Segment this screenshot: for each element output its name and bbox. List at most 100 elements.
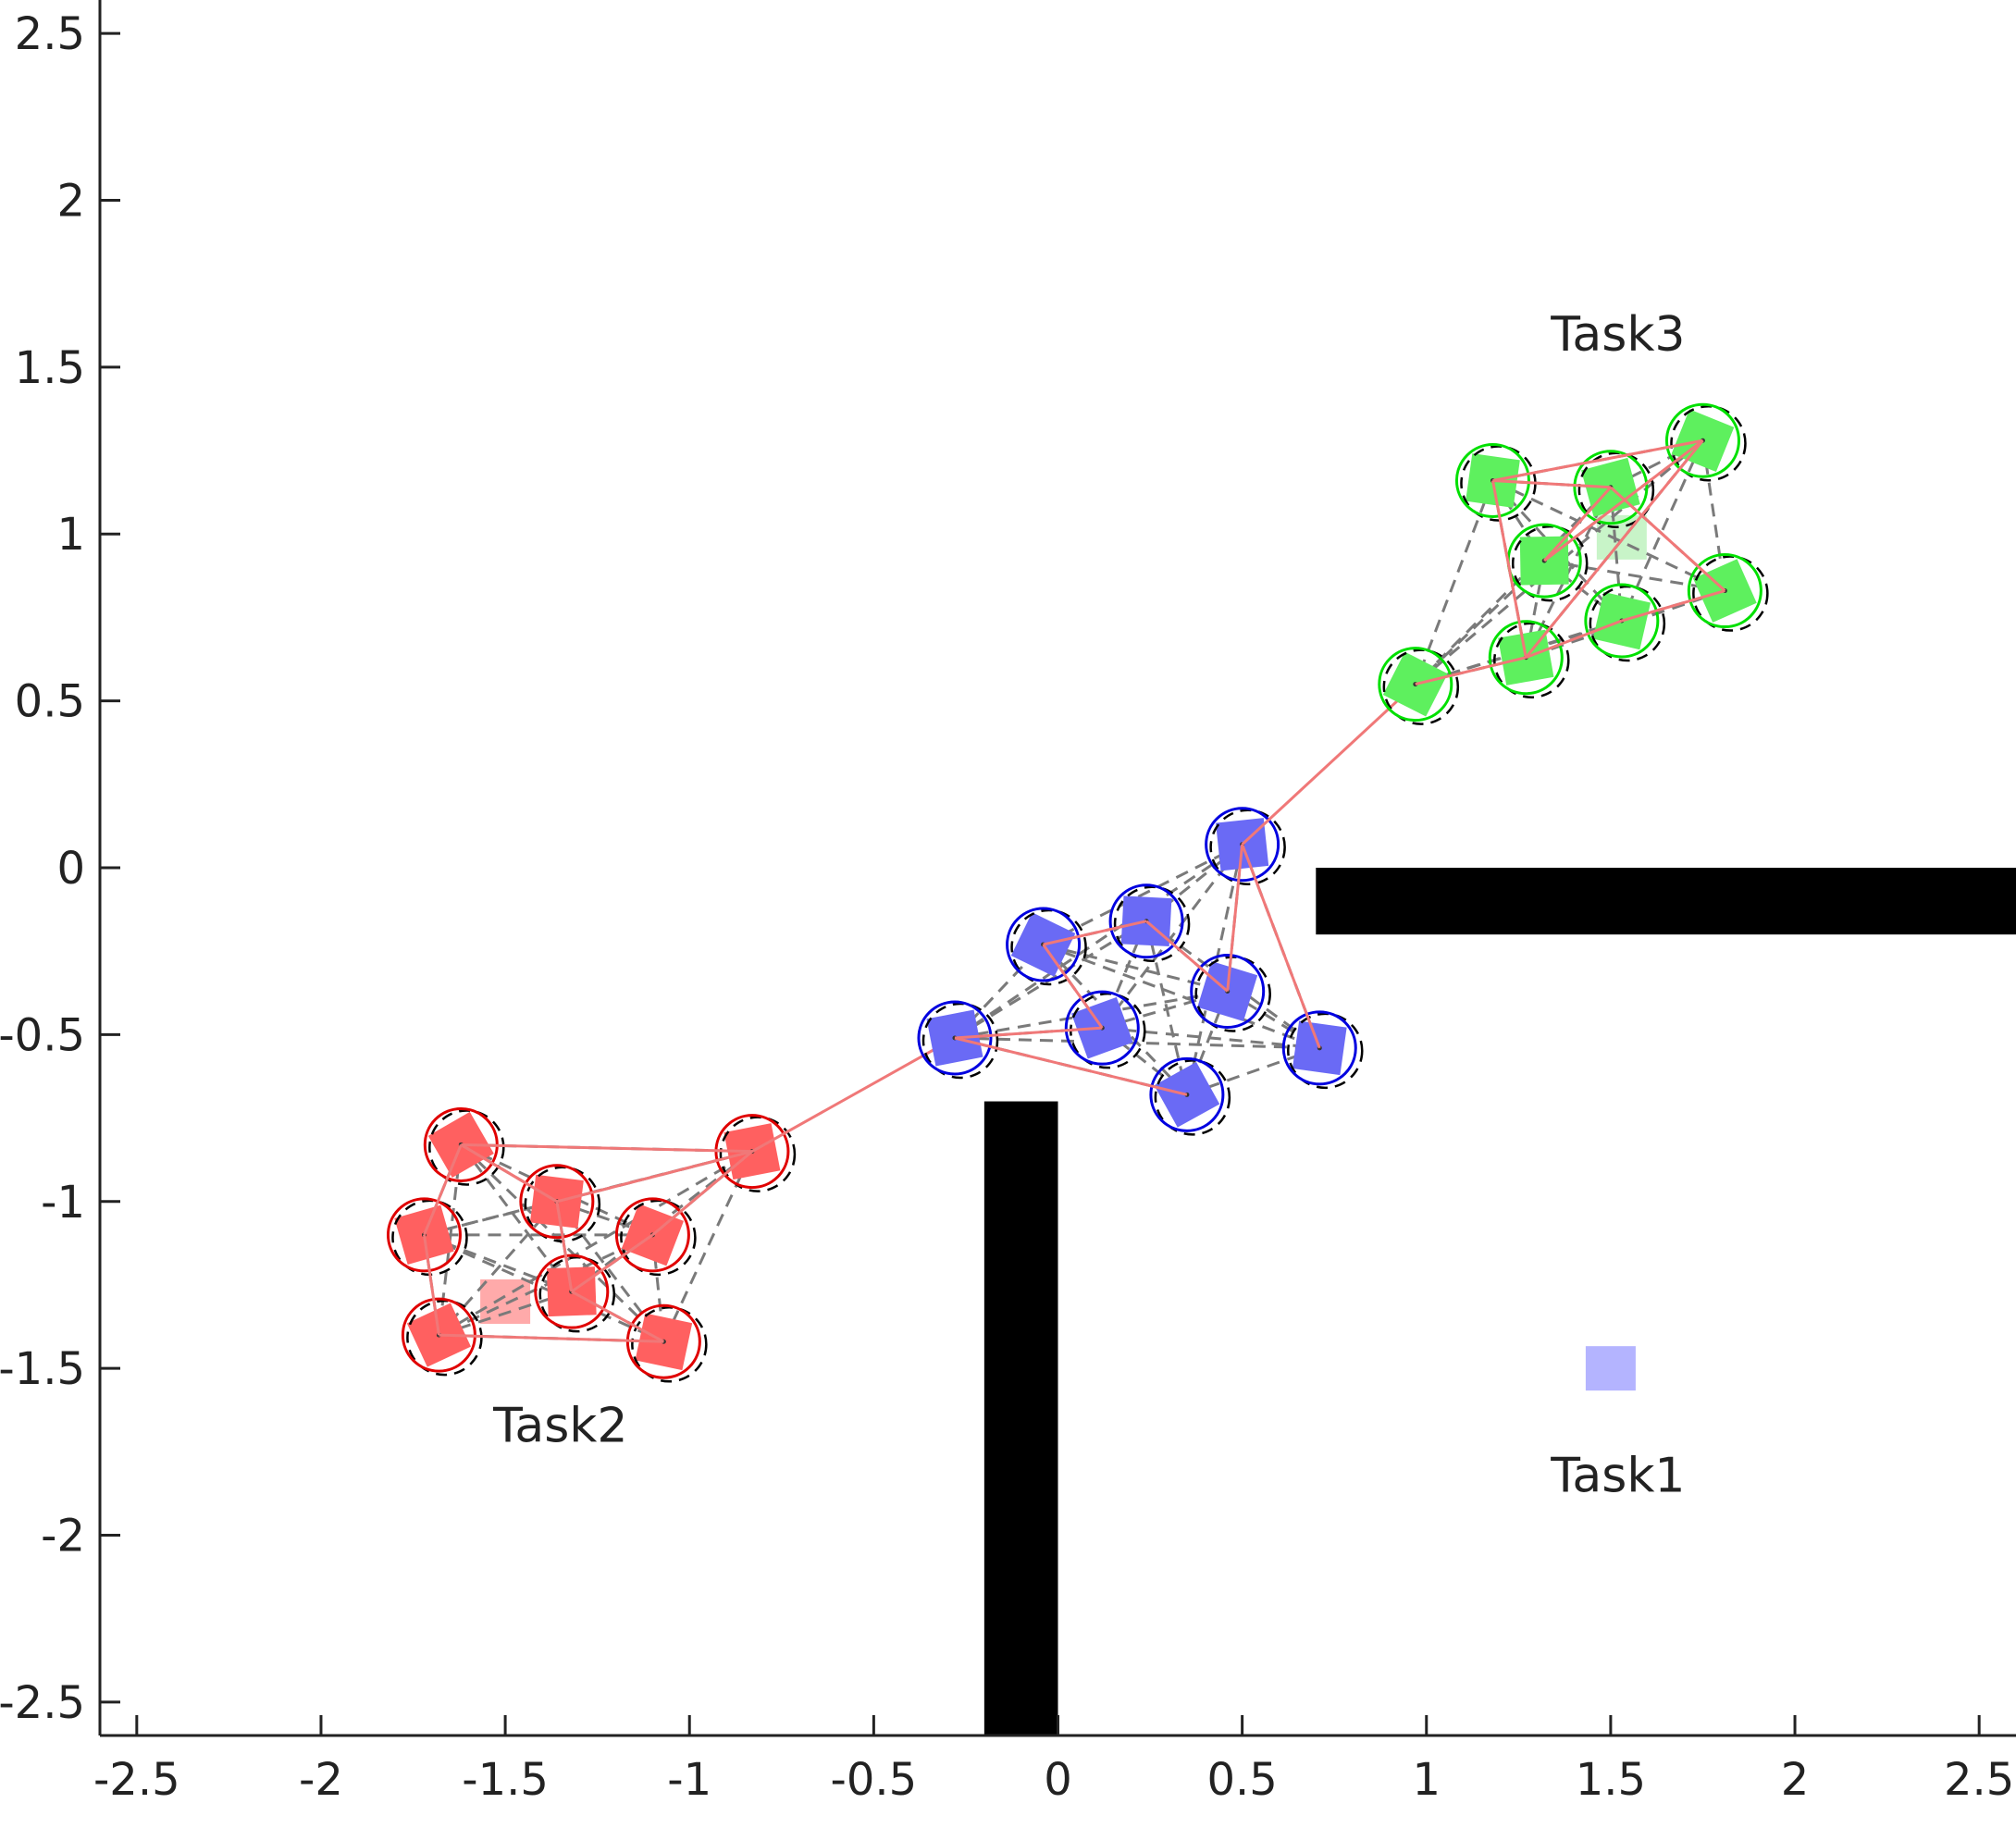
agent-circle — [1454, 443, 1530, 519]
path-link — [1543, 439, 1704, 562]
path-link — [423, 1143, 463, 1236]
agent-circle — [386, 1197, 462, 1273]
comm-link — [556, 1200, 653, 1237]
x-tick-label: -2.5 — [93, 1754, 180, 1806]
x-ticks: -2.5 -2 -1.5 -1 -0.5 0 0.5 1 1.5 2 2.5 — [93, 1715, 2014, 1806]
x-tick-label: 1.5 — [1576, 1754, 1646, 1806]
predicted-circle — [428, 1109, 505, 1186]
y-tick-label: 2 — [56, 175, 85, 227]
task-label: Task1 — [1550, 1449, 1685, 1504]
agent-circle — [1687, 553, 1762, 629]
predicted-circle — [1511, 525, 1589, 602]
x-tick-label: -0.5 — [831, 1754, 918, 1806]
predicted-circle — [1692, 555, 1769, 632]
comm-link — [1620, 439, 1704, 622]
x-tick-label: -1.5 — [462, 1754, 549, 1806]
y-tick-label: -0.5 — [0, 1009, 85, 1061]
path-link — [1621, 589, 1725, 623]
comm-link — [438, 1200, 558, 1337]
path-link — [1525, 619, 1623, 660]
agent-circle — [1584, 583, 1660, 659]
predicted-circle — [1589, 585, 1666, 662]
target-marker — [1585, 1346, 1636, 1391]
x-tick-label: 2 — [1781, 1754, 1810, 1806]
agent-circle — [1149, 1056, 1225, 1132]
y-tick-label: 1 — [56, 509, 85, 561]
comm-link — [954, 843, 1243, 1040]
agent-circle — [1006, 907, 1082, 982]
path-link — [1226, 844, 1244, 992]
predicted-circle — [620, 1199, 697, 1277]
obstacle-wall — [983, 1101, 1058, 1735]
agent-groups — [386, 402, 1769, 1391]
obstacles — [983, 868, 2016, 1735]
agent-circle — [1573, 450, 1649, 525]
comm-link — [1043, 943, 1320, 1050]
predicted-circle — [921, 1002, 999, 1080]
group-task2 — [386, 1036, 956, 1383]
agent-circle — [1064, 990, 1140, 1066]
predicted-circle — [1194, 956, 1271, 1032]
task-labels: Task2 Task1 Task3 — [492, 307, 1685, 1504]
path-link — [1492, 438, 1703, 482]
predicted-circle — [1113, 885, 1191, 962]
comm-link — [438, 1233, 654, 1337]
comm-link — [1101, 843, 1243, 1030]
bridge-link — [751, 1036, 956, 1153]
y-tick-label: 2.5 — [15, 8, 85, 60]
x-tick-label: -2 — [299, 1754, 343, 1806]
path-link — [1415, 656, 1527, 686]
comm-link — [1414, 479, 1494, 686]
path-link — [422, 1234, 440, 1336]
agent-circle — [1190, 953, 1266, 1029]
y-tick-label: -1 — [41, 1177, 85, 1229]
path-link — [460, 1143, 558, 1204]
agent-circle — [1108, 883, 1184, 959]
x-tick-label: -1 — [667, 1754, 711, 1806]
path-link — [954, 1036, 1188, 1096]
path-link — [571, 1290, 665, 1343]
comm-link — [662, 1151, 754, 1342]
agent-circle — [1488, 620, 1564, 696]
path-link — [1241, 844, 1321, 1049]
group-task1 — [917, 683, 1636, 1391]
comm-link — [1543, 559, 1725, 593]
y-tick-label: 0 — [56, 843, 85, 895]
y-tick-label: -2.5 — [0, 1677, 85, 1729]
agent-circle — [1664, 402, 1740, 478]
path-link — [1492, 479, 1611, 489]
path-link — [555, 1201, 574, 1292]
path-link — [556, 1150, 753, 1204]
comm-link — [423, 1233, 664, 1343]
agent-circle — [534, 1254, 610, 1329]
predicted-circle — [538, 1255, 616, 1333]
agent-circle — [1281, 1010, 1357, 1086]
predicted-circle — [1577, 451, 1655, 528]
agent-circle — [519, 1164, 595, 1240]
path-link — [1525, 439, 1704, 659]
path-link — [1042, 944, 1104, 1030]
path-link — [954, 1026, 1103, 1040]
predicted-circle — [1154, 1059, 1231, 1136]
path-link — [1543, 486, 1613, 562]
comm-link — [1042, 943, 1188, 1096]
y-tick-label: -1.5 — [0, 1343, 85, 1395]
comm-link — [1524, 560, 1546, 658]
bridge-link — [1241, 683, 1416, 846]
comm-link — [1491, 479, 1546, 562]
predicted-circle — [1209, 809, 1286, 885]
comm-link — [1042, 843, 1243, 946]
x-tick-label: 1 — [1412, 1754, 1441, 1806]
predicted-circle — [1382, 648, 1460, 725]
agent-circle — [917, 1000, 993, 1076]
predicted-circle — [1010, 908, 1087, 986]
predicted-circle — [406, 1299, 483, 1377]
path-link — [1609, 486, 1726, 592]
comm-link — [460, 1143, 665, 1343]
group-task3 — [1378, 402, 1769, 725]
predicted-circle — [1493, 622, 1570, 698]
agent-circle — [1205, 807, 1280, 883]
comm-link — [1043, 943, 1229, 993]
